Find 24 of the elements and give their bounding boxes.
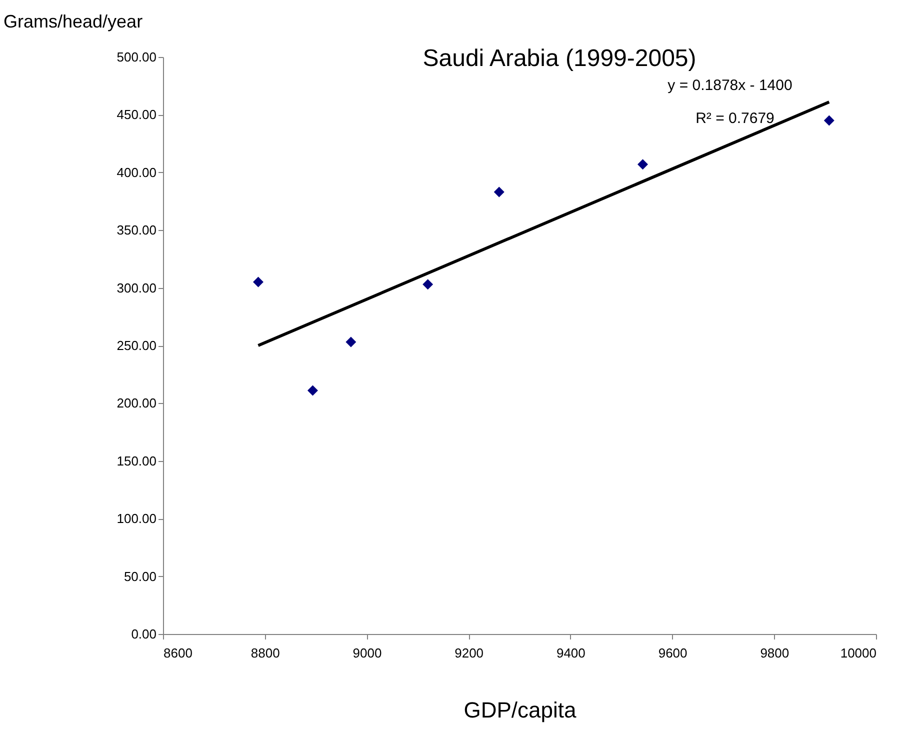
y-tick-label: 500.00 bbox=[116, 50, 156, 64]
x-tick-label: 9400 bbox=[556, 646, 586, 660]
x-tick-label: 9800 bbox=[760, 646, 790, 660]
y-tick-label: 250.00 bbox=[116, 338, 156, 353]
x-tick-label: 8800 bbox=[250, 646, 280, 660]
y-tick-label: 0.00 bbox=[131, 626, 156, 642]
y-tick-label: 200.00 bbox=[116, 396, 156, 411]
x-tick-label: 8600 bbox=[164, 646, 192, 660]
y-tick-label: 300.00 bbox=[116, 280, 156, 296]
y-tick-label: 150.00 bbox=[116, 453, 156, 468]
x-tick-label: 9000 bbox=[352, 646, 382, 660]
x-tick-label: 9600 bbox=[658, 646, 688, 660]
y-tick-label: 50.00 bbox=[124, 568, 156, 584]
annotation: R² = 0.7679 bbox=[696, 110, 774, 127]
x-axis-title: GDP/capita bbox=[464, 698, 578, 722]
y-tick-label: 350.00 bbox=[116, 222, 156, 238]
y-tick-label: 400.00 bbox=[116, 164, 156, 180]
y-tick-label: 450.00 bbox=[116, 107, 156, 122]
chart-title: Saudi Arabia (1999-2005) bbox=[422, 45, 696, 72]
x-tick-label: 9200 bbox=[454, 646, 484, 660]
y-tick-label: 100.00 bbox=[116, 511, 156, 526]
annotation: y = 0.1878x - 1400 bbox=[668, 77, 792, 94]
x-tick-label: 10000 bbox=[840, 646, 876, 660]
y-axis-title: Grams/head/year bbox=[4, 12, 143, 32]
